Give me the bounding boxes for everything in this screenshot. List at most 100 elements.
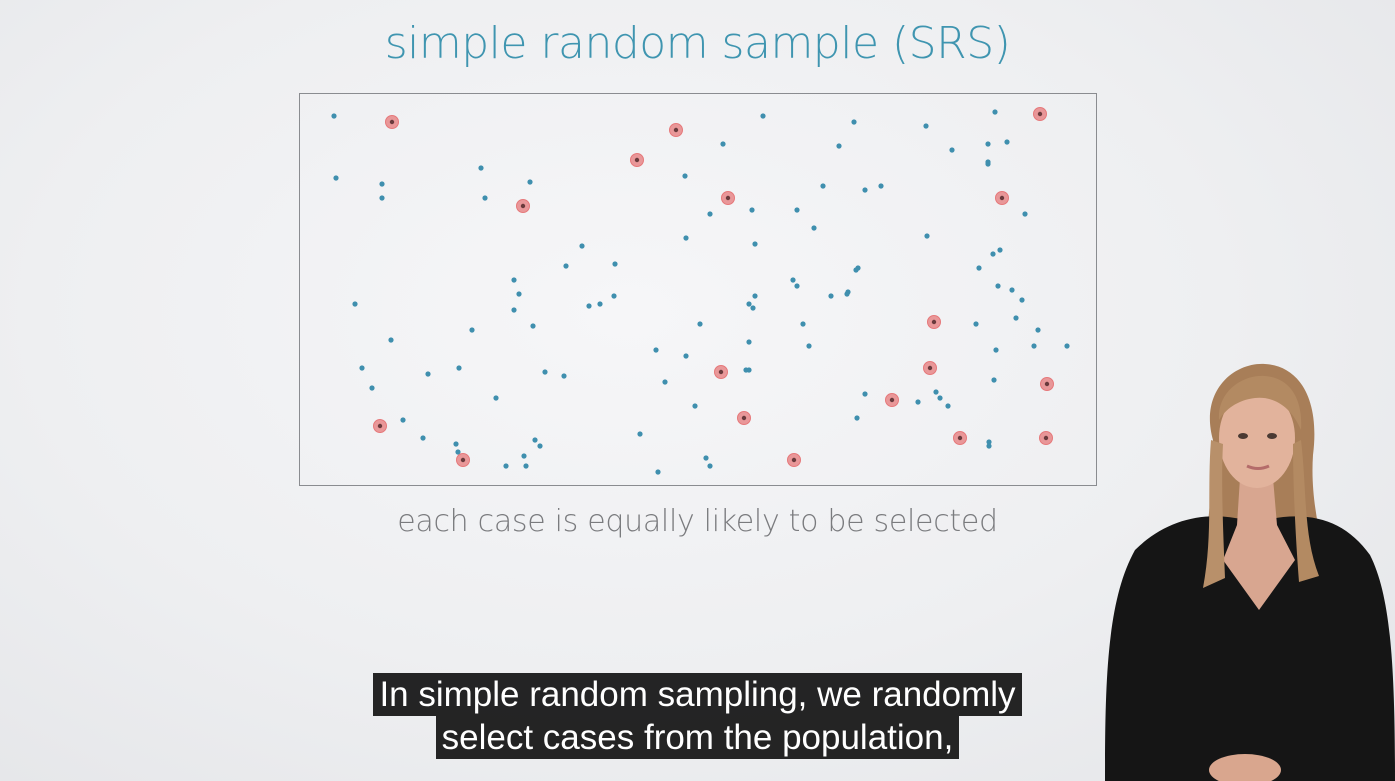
population-dot xyxy=(682,173,688,179)
population-dot xyxy=(924,233,930,239)
population-dot xyxy=(806,343,812,349)
population-dot xyxy=(828,293,834,299)
slide-caption: each case is equally likely to be select… xyxy=(397,504,998,539)
selected-dot xyxy=(995,191,1009,205)
population-dot xyxy=(579,243,585,249)
population-dot xyxy=(720,141,726,147)
population-dot xyxy=(986,443,992,449)
population-dot xyxy=(703,455,709,461)
population-dot xyxy=(637,431,643,437)
population-dot xyxy=(945,403,951,409)
population-dot xyxy=(653,347,659,353)
selected-dot xyxy=(737,411,751,425)
selected-dot xyxy=(1039,431,1053,445)
population-dot xyxy=(456,365,462,371)
population-dot xyxy=(937,395,943,401)
population-dot xyxy=(844,291,850,297)
population-dot xyxy=(976,265,982,271)
selected-dot xyxy=(721,191,735,205)
population-dot xyxy=(997,247,1003,253)
population-dot xyxy=(851,119,857,125)
population-dot xyxy=(352,301,358,307)
population-dot xyxy=(1064,343,1070,349)
population-dot xyxy=(749,207,755,213)
population-dot xyxy=(878,183,884,189)
population-dot xyxy=(683,353,689,359)
population-dot xyxy=(992,109,998,115)
slide-title: simple random sample (SRS) xyxy=(384,18,1011,69)
population-dot xyxy=(425,371,431,377)
population-dot xyxy=(530,323,536,329)
population-dot xyxy=(794,283,800,289)
population-dot xyxy=(750,305,756,311)
population-dot xyxy=(611,293,617,299)
presenter-body xyxy=(1105,516,1395,781)
population-dot xyxy=(527,179,533,185)
population-dot xyxy=(746,339,752,345)
population-dot xyxy=(820,183,826,189)
population-dot xyxy=(811,225,817,231)
population-dot xyxy=(511,307,517,313)
selected-dot xyxy=(787,453,801,467)
population-dot xyxy=(836,143,842,149)
population-dot xyxy=(516,291,522,297)
population-dot xyxy=(537,443,543,449)
population-dot xyxy=(707,463,713,469)
selected-dot xyxy=(1033,107,1047,121)
population-dot xyxy=(683,235,689,241)
population-dot xyxy=(697,321,703,327)
selected-dot xyxy=(927,315,941,329)
population-dot xyxy=(379,181,385,187)
population-dot xyxy=(1019,297,1025,303)
population-dot xyxy=(563,263,569,269)
population-scatter xyxy=(331,107,1070,475)
population-dot xyxy=(333,175,339,181)
population-dot xyxy=(523,463,529,469)
population-dot xyxy=(1035,327,1041,333)
selected-dot xyxy=(456,453,470,467)
population-dot xyxy=(854,415,860,421)
population-dot xyxy=(612,261,618,267)
subtitles: In simple random sampling, we randomly s… xyxy=(0,673,1395,759)
selected-dot xyxy=(385,115,399,129)
population-dot xyxy=(359,365,365,371)
population-dot xyxy=(597,301,603,307)
population-dot xyxy=(1022,211,1028,217)
population-dot xyxy=(469,327,475,333)
population-dot xyxy=(746,301,752,307)
selected-dot xyxy=(1040,377,1054,391)
subtitle-line-1: In simple random sampling, we randomly xyxy=(373,673,1022,716)
selected-dot xyxy=(373,419,387,433)
population-dot xyxy=(420,435,426,441)
population-dot xyxy=(752,241,758,247)
population-dot xyxy=(662,379,668,385)
population-dot xyxy=(790,277,796,283)
population-dot xyxy=(1004,139,1010,145)
selected-dot xyxy=(516,199,530,213)
population-dot xyxy=(985,141,991,147)
population-dot xyxy=(542,369,548,375)
population-dot xyxy=(743,367,749,373)
presenter-hands xyxy=(1209,754,1281,781)
population-dot xyxy=(923,123,929,129)
population-dot xyxy=(862,187,868,193)
population-dot xyxy=(991,377,997,383)
population-dot xyxy=(503,463,509,469)
population-dot xyxy=(800,321,806,327)
population-dot xyxy=(331,113,337,119)
population-dot xyxy=(794,207,800,213)
population-dot xyxy=(369,385,375,391)
population-dot xyxy=(561,373,567,379)
presenter-neck xyxy=(1223,478,1295,610)
selected-dot xyxy=(923,361,937,375)
population-dot xyxy=(760,113,766,119)
population-dot xyxy=(973,321,979,327)
population-dot xyxy=(655,469,661,475)
population-dot xyxy=(985,161,991,167)
presenter-icon xyxy=(1105,363,1395,781)
population-dot xyxy=(855,265,861,271)
population-dot xyxy=(455,449,461,455)
population-dot xyxy=(993,347,999,353)
selected-dot xyxy=(953,431,967,445)
